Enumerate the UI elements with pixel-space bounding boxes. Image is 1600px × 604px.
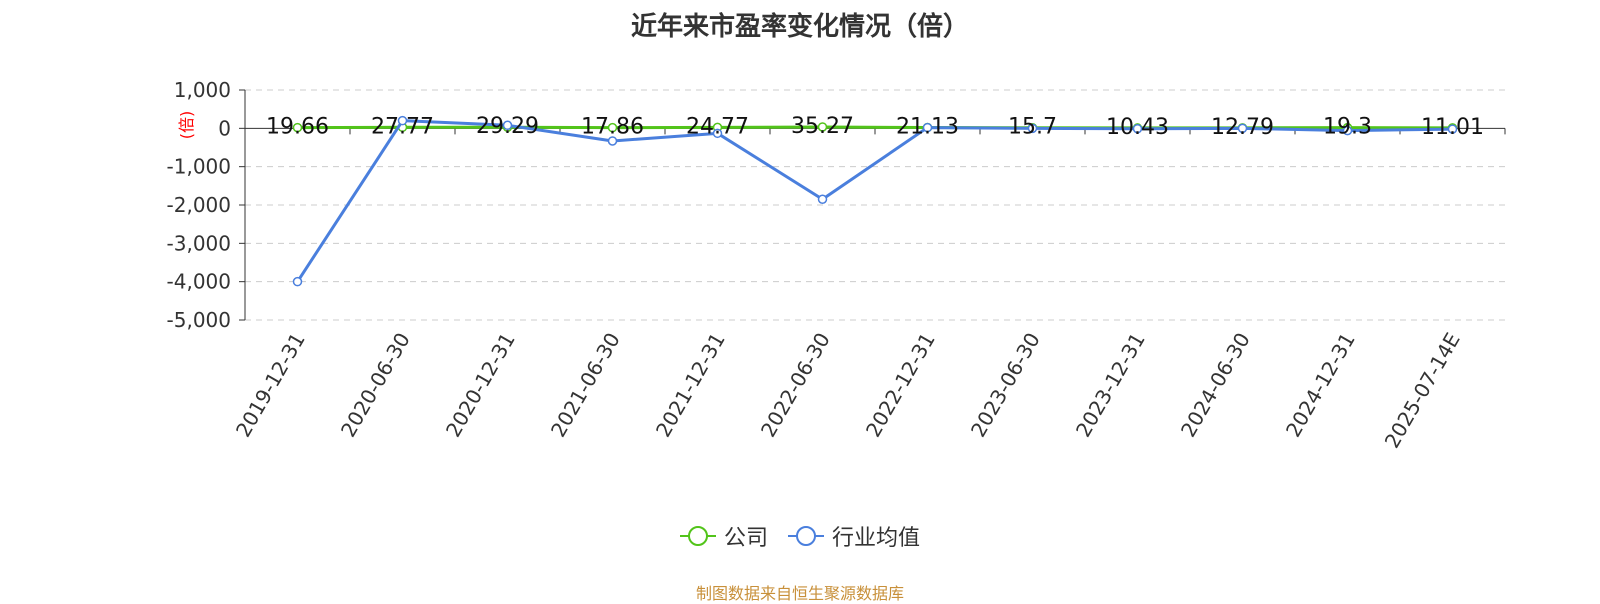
legend-item-industry[interactable]: 行业均值 (788, 520, 920, 552)
legend-label-industry: 行业均值 (832, 526, 921, 551)
x-tick-label: 2022-12-31 (861, 329, 940, 442)
data-point-company (292, 122, 303, 133)
data-label-company: 19.3 (1323, 115, 1372, 140)
data-label-company: 10.43 (1106, 115, 1169, 140)
series-layer (292, 115, 1458, 287)
x-tick-label: 2024-06-30 (1176, 329, 1255, 442)
data-point-company (607, 122, 618, 133)
data-label-company: 35.27 (791, 114, 854, 139)
y-tick-label: 0 (218, 116, 231, 140)
data-point-industry (817, 194, 828, 204)
data-point-industry (1342, 125, 1353, 136)
data-label-company: 12.79 (1211, 115, 1274, 140)
data-point-industry (1237, 123, 1248, 134)
legend-item-company[interactable]: 公司 (679, 520, 768, 552)
chart-title: 近年来市盈率变化情况（倍） (630, 12, 969, 42)
y-tick-label: -5,000 (167, 308, 231, 332)
x-tick-label: 2023-06-30 (966, 329, 1045, 442)
legend: 公司 行业均值 (0, 520, 1600, 552)
y-tick-label: -4,000 (167, 270, 231, 294)
legend-marker-industry (788, 526, 824, 546)
data-point-industry (1132, 123, 1143, 134)
data-point-industry (922, 122, 933, 133)
data-label-company: 19.66 (266, 115, 329, 140)
data-point-company (817, 122, 828, 132)
data-label-company: 27.77 (371, 114, 434, 139)
x-tick-label: 2021-12-31 (651, 329, 730, 442)
data-point-industry (712, 128, 723, 139)
x-tick-label: 2020-12-31 (441, 329, 520, 442)
grid-layer (245, 89, 1505, 321)
x-tick-label: 2023-12-31 (1071, 329, 1150, 442)
y-tick-label: -1,000 (167, 155, 231, 179)
source-note: 制图数据来自恒生聚源数据库 (695, 584, 904, 603)
data-point-industry (292, 276, 303, 287)
legend-marker-company (679, 526, 716, 546)
y-tick-label: -3,000 (167, 231, 231, 255)
data-point-industry (1027, 123, 1038, 134)
data-point-industry (1447, 124, 1458, 134)
data-label-layer: 19.66 27.77 29.29 17.86 24.77 35.27 21.13 15.7 1… (266, 114, 1484, 140)
data-point-industry (607, 136, 618, 146)
data-point-industry (502, 120, 513, 131)
x-tick-label: 2024-12-31 (1281, 329, 1360, 442)
data-label-company: 29.29 (476, 114, 539, 139)
x-tick-label: 2019-12-31 (231, 329, 310, 442)
x-tick-label: 2022-06-30 (756, 329, 835, 442)
x-tick-label: 2021-06-30 (546, 329, 625, 442)
data-label-company: 24.77 (686, 114, 749, 139)
x-tick-label: 2020-06-30 (336, 329, 415, 442)
data-label-company: 21.13 (896, 115, 959, 140)
legend-label-company: 公司 (723, 526, 768, 551)
y-tick-label: 1,000 (174, 78, 231, 102)
line-chart: 1,000 0 -1,000 -2,000 -3,000 -4,000 -5,0002019… (167, 78, 1506, 453)
data-label-company: 15.7 (1008, 115, 1057, 140)
data-label-company: 11.01 (1421, 115, 1484, 140)
series-line-industry (296, 119, 1453, 283)
x-tick-label: 2025-07-14E (1380, 329, 1465, 453)
y-axis-label: (倍) (177, 111, 196, 140)
y-tick-label: -2,000 (167, 193, 231, 217)
data-point-industry (397, 115, 408, 126)
data-label-company: 17.86 (581, 115, 644, 140)
